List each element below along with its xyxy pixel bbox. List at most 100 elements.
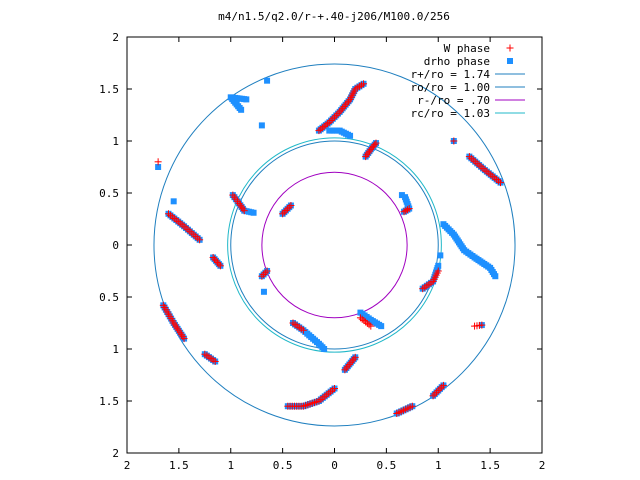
w-point [360,80,368,88]
w-point [450,137,458,145]
w-point [325,118,333,126]
w-point [341,366,349,374]
w-point [215,260,223,268]
y-tick-label: 1 [112,135,119,148]
w-point [408,402,416,410]
legend-label: r+/ro = 1.74 [411,68,491,81]
x-tick-label: 2 [539,459,546,472]
w-point [433,388,441,396]
w-point [285,203,293,211]
w-point [439,381,447,389]
w-point [365,321,373,329]
w-point [299,326,307,334]
reference-circles [153,63,516,427]
w-point [348,357,356,365]
w-point [280,208,288,216]
drho-point [347,132,354,139]
legend-label: ro/ro = 1.00 [411,81,490,94]
w-point [334,110,342,118]
legend-marker [506,44,514,52]
reference-circle [230,140,439,350]
x-tick-label: 1 [435,459,442,472]
w-point [332,111,340,119]
w-point [431,390,439,398]
reference-circle [227,137,442,353]
w-point [419,285,427,293]
drho-point [250,209,257,216]
w-point [284,205,292,213]
y-tick-label: 2 [112,31,119,44]
w-point [263,267,271,275]
legend-marker [507,58,513,64]
w-point [372,139,380,147]
w-point [331,385,338,393]
data-points [154,44,514,417]
w-point [324,120,332,128]
y-tick-label: 1.5 [99,395,119,408]
w-point [351,353,359,361]
w-point [342,364,350,372]
drho-point [398,192,405,199]
w-point [211,357,219,365]
w-point [342,101,350,109]
w-point [340,103,348,111]
w-point [438,383,446,391]
x-tick-label: 0.5 [376,459,396,472]
drho-point [170,198,177,205]
drho-point [243,96,250,103]
drho-point [378,323,385,330]
w-point [196,236,204,244]
w-point [238,203,246,211]
y-tick-label: 2 [112,447,119,460]
w-point [363,151,371,159]
drho-point [155,164,162,170]
w-point [154,158,162,166]
legend-label: rc/ro = 1.03 [411,107,490,120]
w-point [364,149,372,157]
w-point [180,335,188,343]
w-point [211,255,219,263]
w-point [327,117,335,125]
axis-ticks: 2 1.5 1 0.5 0 0.5 1 1.5 221.510.500.511.52 [99,31,545,472]
w-point [287,201,295,209]
drho-point [260,288,267,295]
w-point [345,360,353,368]
w-point [216,262,224,270]
w-point [260,270,268,278]
w-point [367,322,375,330]
legend-label: W phase [444,42,490,55]
w-point [429,392,437,400]
w-point [235,199,243,207]
w-point [436,385,444,393]
w-point [339,104,347,112]
legend-label: r-/ro = .70 [417,94,490,107]
drho-point [492,273,499,280]
x-tick-label: 2 [124,459,131,472]
w-point [344,362,352,370]
reference-circle [153,63,516,427]
w-point [371,141,379,149]
w-point [239,205,247,213]
w-point [209,253,217,261]
w-point [343,99,351,107]
w-point [329,115,337,123]
w-point [362,153,370,161]
w-point [478,321,486,329]
w-point [282,206,290,214]
w-point [331,113,338,121]
y-tick-label: 0 [112,239,119,252]
w-point [258,272,266,280]
drho-point [437,252,444,259]
w-point [213,258,221,266]
w-point [345,97,353,105]
y-tick-label: 1 [112,343,119,356]
x-tick-label: 1.5 [169,459,189,472]
w-point [336,108,344,116]
chart-title: m4/n1.5/q2.0/r-+.40-j206/M100.0/256 [218,10,450,23]
x-tick-label: 0 [331,459,338,472]
drho-point [258,122,265,129]
y-tick-label: 0.5 [99,291,119,304]
reference-circle [261,171,408,319]
